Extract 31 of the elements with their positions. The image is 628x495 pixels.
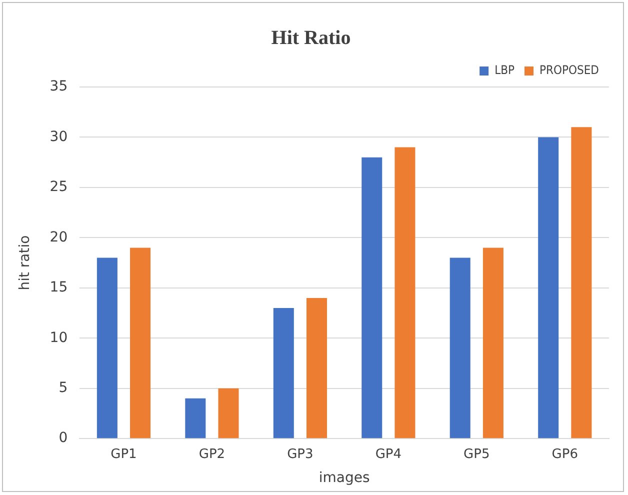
x-tick-label: GP6: [552, 446, 578, 462]
bar: [394, 147, 416, 438]
y-axis-title: hit ratio: [17, 235, 34, 290]
bar: [185, 398, 206, 438]
bar: [218, 388, 239, 438]
y-tick-label: 15: [50, 280, 68, 296]
y-tick-label: 35: [50, 78, 68, 95]
y-tick-label: 25: [50, 179, 68, 196]
bar: [362, 157, 382, 438]
x-tick-label: GP1: [110, 446, 137, 462]
x-tick-label: GP3: [287, 446, 314, 462]
x-axis-title: images: [318, 470, 370, 486]
legend-label: LBP: [494, 63, 515, 78]
chart-title: Hit Ratio: [271, 27, 351, 50]
bar: [273, 308, 294, 438]
x-tick-label: GP5: [464, 446, 490, 462]
bar: [450, 258, 470, 438]
bar: [96, 258, 118, 438]
bar: [306, 298, 327, 438]
bar: [538, 137, 559, 438]
y-tick-label: 20: [50, 229, 68, 246]
bar: [571, 127, 592, 438]
y-tick-label: 30: [50, 128, 68, 145]
bar: [482, 248, 504, 438]
y-tick-label: 10: [50, 330, 68, 346]
x-tick-label: GP2: [198, 446, 226, 462]
bar: [130, 248, 151, 438]
y-tick-label: 0: [58, 430, 68, 446]
legend-label: PROPOSED: [540, 63, 600, 78]
x-tick-label: GP4: [375, 446, 402, 462]
y-tick-label: 5: [58, 380, 68, 396]
